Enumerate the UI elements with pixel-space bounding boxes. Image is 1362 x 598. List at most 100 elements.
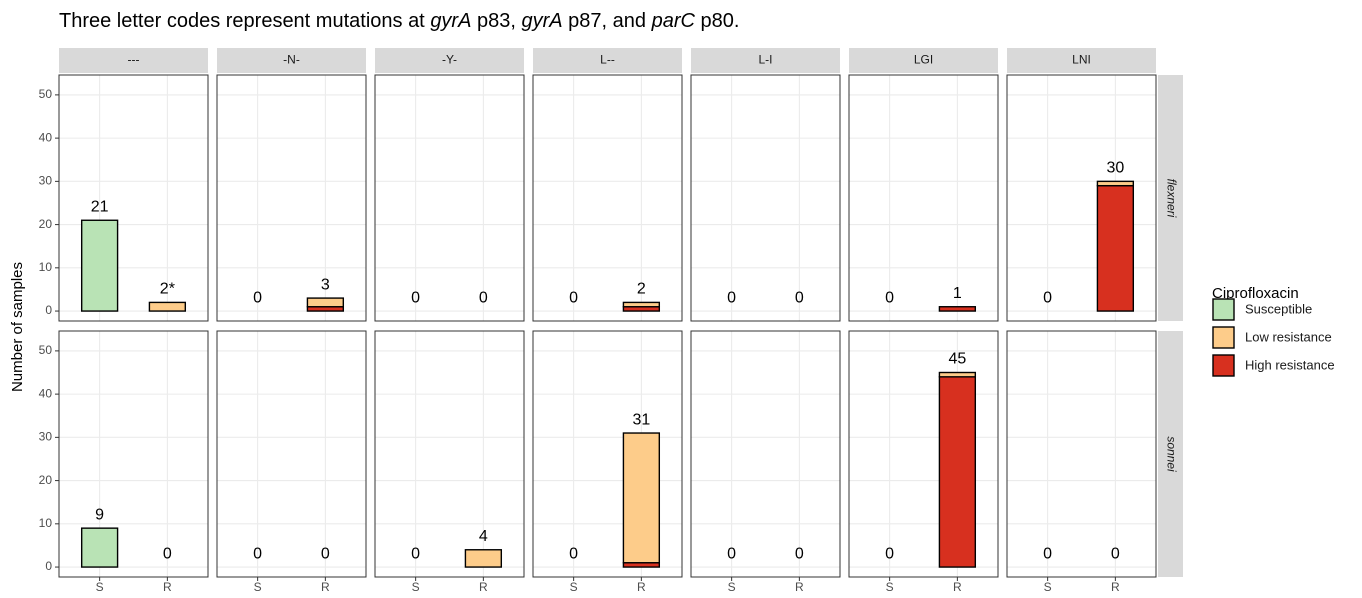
x-tick-label: S — [570, 580, 578, 594]
data-label: 3 — [321, 276, 330, 293]
panel — [1007, 331, 1156, 577]
strip — [1007, 48, 1156, 73]
panel — [375, 75, 524, 321]
column-strip-label: L-I — [758, 53, 772, 67]
data-label: 0 — [1043, 289, 1052, 306]
y-tick-label: 20 — [39, 473, 53, 487]
strip — [1158, 331, 1183, 577]
panel — [217, 331, 366, 577]
data-label: 31 — [632, 411, 650, 428]
strip — [59, 48, 208, 73]
title-part: gyrA — [430, 10, 471, 32]
data-label: 45 — [948, 351, 966, 368]
column-strip-label: LGI — [914, 53, 933, 67]
data-label: 21 — [91, 198, 109, 215]
data-label: 1 — [953, 285, 962, 302]
strip — [849, 48, 998, 73]
data-label: 9 — [95, 506, 104, 523]
x-tick-label: R — [795, 580, 804, 594]
legend-title: Ciprofloxacin — [1212, 285, 1299, 302]
x-tick-label: R — [479, 580, 488, 594]
title-part: p80. — [695, 10, 739, 32]
x-tick-label: R — [163, 580, 172, 594]
panel-border — [216, 330, 367, 578]
panel — [533, 75, 682, 321]
x-tick-label: S — [254, 580, 262, 594]
y-tick-label: 0 — [45, 559, 52, 573]
strip — [375, 48, 524, 73]
x-tick-label: S — [886, 580, 894, 594]
chart-title: Three letter codes represent mutations a… — [59, 10, 739, 32]
bar — [464, 549, 503, 568]
title-part: p87, and — [563, 10, 652, 32]
legend-swatch — [1212, 354, 1235, 377]
y-tick-label: 20 — [39, 217, 53, 231]
bar — [306, 297, 345, 308]
bar — [1096, 180, 1135, 187]
x-tick-label: R — [321, 580, 330, 594]
title-part: p83, — [471, 10, 521, 32]
legend-label: Susceptible — [1245, 301, 1312, 316]
title-part: gyrA — [521, 10, 562, 32]
x-tick-label: S — [1044, 580, 1052, 594]
y-tick-label: 50 — [39, 87, 53, 101]
data-label: 0 — [253, 289, 262, 306]
panel-border — [848, 330, 999, 578]
panel-border — [1006, 74, 1157, 322]
y-tick-label: 50 — [39, 343, 53, 357]
panel-border — [532, 330, 683, 578]
strip — [1158, 75, 1183, 321]
data-label: 0 — [569, 289, 578, 306]
y-axis-label: Number of samples — [9, 262, 26, 392]
bar — [938, 371, 977, 378]
y-tick-label: 10 — [39, 260, 53, 274]
strip — [533, 48, 682, 73]
panel-border — [58, 74, 209, 322]
panel-border — [374, 330, 525, 578]
panel — [375, 331, 524, 577]
x-tick-label: R — [1111, 580, 1120, 594]
data-label: 0 — [885, 545, 894, 562]
panel-border — [216, 74, 367, 322]
y-tick-label: 10 — [39, 516, 53, 530]
bar — [80, 527, 119, 568]
panel-border — [58, 330, 209, 578]
panel-border — [848, 74, 999, 322]
bar — [938, 306, 977, 312]
row-strip-label: sonnei — [1164, 436, 1178, 472]
row-strip-label: flexneri — [1164, 179, 1178, 218]
data-label: 0 — [795, 289, 804, 306]
data-label: 2 — [637, 281, 646, 298]
data-label: 0 — [479, 289, 488, 306]
column-strip-label: -N- — [283, 53, 300, 67]
data-label: 0 — [885, 289, 894, 306]
data-label: 0 — [411, 545, 420, 562]
panel-border — [690, 74, 841, 322]
bar — [622, 432, 661, 564]
bar — [80, 219, 119, 312]
y-tick-label: 30 — [39, 174, 53, 188]
column-strip-label: LNI — [1072, 53, 1091, 67]
data-label: 0 — [1111, 545, 1120, 562]
data-label: 0 — [795, 545, 804, 562]
bar — [1096, 184, 1135, 312]
x-tick-label: S — [728, 580, 736, 594]
data-label: 4 — [479, 528, 488, 545]
data-label: 0 — [1043, 545, 1052, 562]
column-strip-label: -Y- — [442, 53, 457, 67]
data-label: 0 — [727, 545, 736, 562]
panel-border — [1006, 330, 1157, 578]
column-strip-label: L-- — [600, 53, 615, 67]
panel — [691, 331, 840, 577]
panel-border — [374, 74, 525, 322]
x-tick-label: S — [96, 580, 104, 594]
data-label: 0 — [411, 289, 420, 306]
data-label: 0 — [163, 545, 172, 562]
title-part: parC — [651, 10, 696, 32]
x-tick-label: R — [637, 580, 646, 594]
bar — [622, 301, 661, 308]
column-strip-label: --- — [128, 53, 140, 67]
strip — [217, 48, 366, 73]
data-label: 0 — [253, 545, 262, 562]
